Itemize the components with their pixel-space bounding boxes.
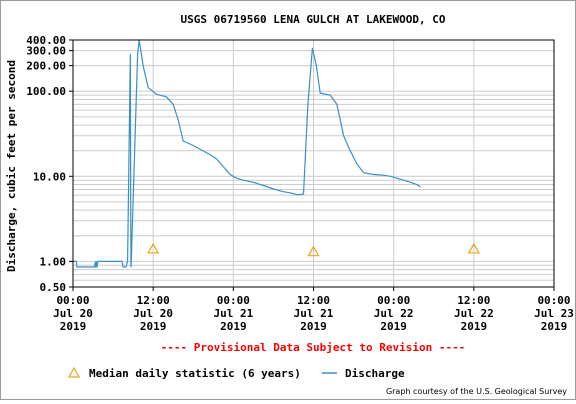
x-tick-label-time: 12:00 [457, 294, 490, 307]
median-marker [467, 242, 480, 254]
legend: Median daily statistic (6 years) Dischar… [67, 366, 405, 380]
y-tick-label: 300.00 [26, 45, 66, 58]
x-tick-label-time: 12:00 [297, 294, 330, 307]
x-tick-label-time: 00:00 [537, 294, 570, 307]
x-tick-label-year: 2019 [140, 320, 167, 333]
x-tick-label-date: Jul 20 [133, 307, 173, 320]
x-tick-label-time: 00:00 [377, 294, 410, 307]
x-tick-label-time: 12:00 [137, 294, 170, 307]
credit-text: Graph courtesy of the U.S. Geological Su… [386, 387, 567, 396]
plot-series [73, 39, 480, 268]
x-tick-label-date: Jul 20 [53, 307, 93, 320]
x-tick-label-date: Jul 21 [213, 307, 253, 320]
median-marker [147, 242, 160, 254]
x-tick-label-date: Jul 21 [294, 307, 334, 320]
x-tick-label-year: 2019 [461, 320, 488, 333]
x-tick-label-year: 2019 [220, 320, 247, 333]
y-tick-label: 1.00 [40, 255, 67, 268]
legend-median-marker [67, 366, 81, 378]
x-tick-label-date: Jul 22 [374, 307, 414, 320]
x-tick-label-date: Jul 23 [534, 307, 574, 320]
y-tick-label: 200.00 [26, 60, 66, 73]
revision-note: ---- Provisional Data Subject to Revisio… [161, 341, 466, 354]
y-tick-label: 100.00 [26, 85, 66, 98]
legend-median-label: Median daily statistic (6 years) [89, 367, 301, 380]
median-marker [307, 245, 320, 257]
chart-title: USGS 06719560 LENA GULCH AT LAKEWOOD, CO [181, 13, 446, 26]
x-tick-label-date: Jul 22 [454, 307, 494, 320]
discharge-line [73, 39, 421, 268]
y-tick-label: 0.50 [40, 281, 67, 294]
plot-border [72, 39, 555, 288]
y-axis-label: Discharge, cubic feet per second [5, 60, 18, 272]
x-tick-label-year: 2019 [541, 320, 568, 333]
x-tick-label-time: 00:00 [56, 294, 89, 307]
x-tick-label-year: 2019 [60, 320, 87, 333]
y-tick-label: 10.00 [33, 170, 66, 183]
x-tick-label-year: 2019 [380, 320, 407, 333]
y-tick-label: 400.00 [26, 34, 66, 47]
legend-discharge-label: Discharge [345, 367, 405, 380]
x-tick-label-year: 2019 [300, 320, 327, 333]
x-tick-label-time: 00:00 [217, 294, 250, 307]
